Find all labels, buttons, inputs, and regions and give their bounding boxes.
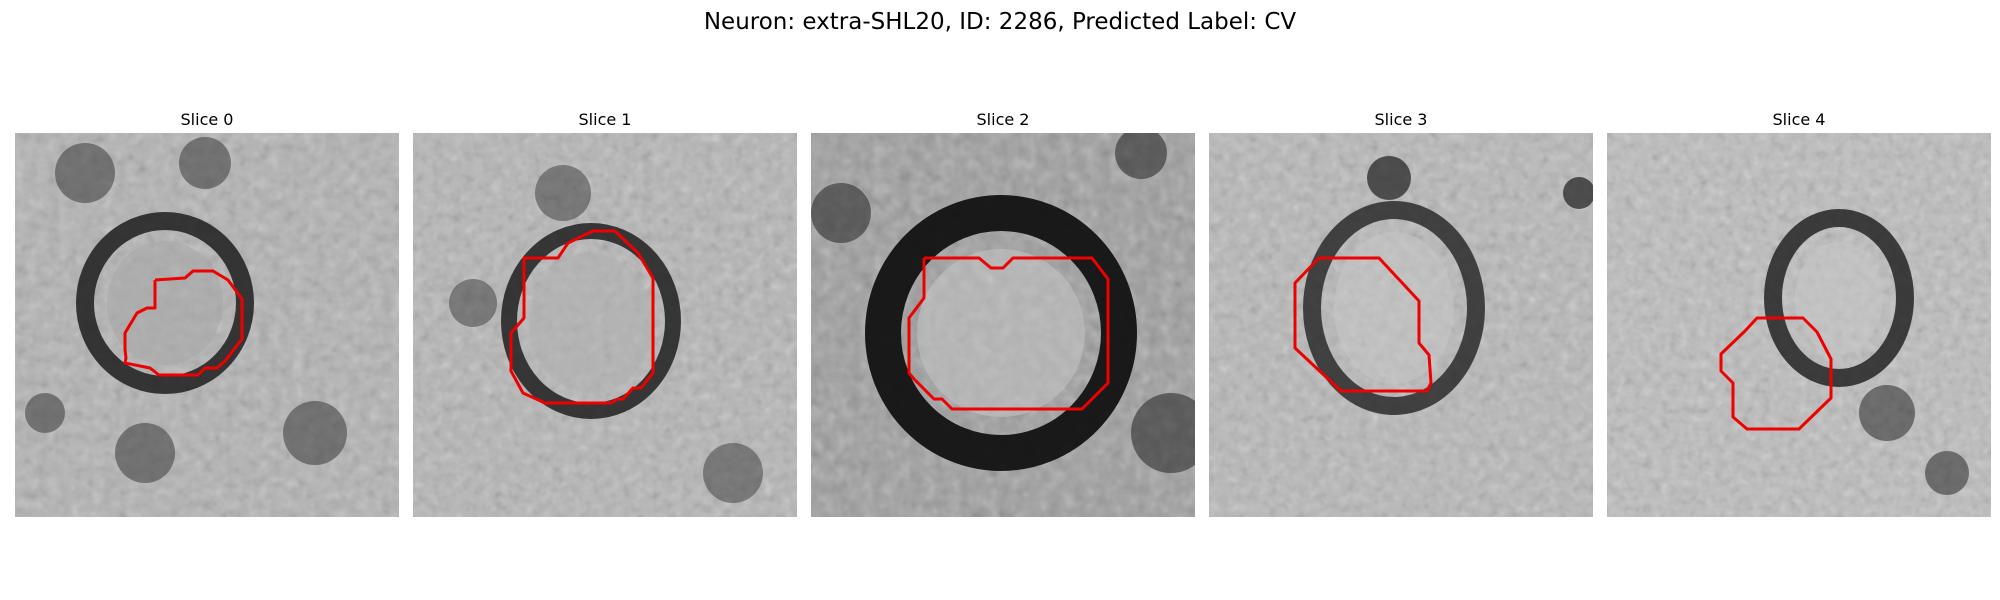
contour-outline: [907, 256, 1110, 411]
slice-panel: Slice 2: [811, 110, 1195, 517]
vesicle-membrane: [865, 195, 1137, 471]
contour-outline: [1719, 316, 1833, 431]
slice-panel: Slice 0: [15, 110, 399, 517]
slice-image: [1607, 133, 1991, 517]
vesicle-membrane: [1764, 209, 1914, 387]
contour-outline: [509, 229, 655, 405]
contour-outline: [123, 269, 244, 377]
slice-title: Slice 1: [578, 110, 632, 129]
slice-panel: Slice 1: [413, 110, 797, 517]
contour-outline: [1293, 256, 1433, 393]
slice-image: [413, 133, 797, 517]
vesicle-membrane: [76, 212, 254, 394]
slice-image: [1209, 133, 1593, 517]
slice-panel: Slice 3: [1209, 110, 1593, 517]
vesicle-membrane: [1303, 201, 1485, 415]
slice-title: Slice 3: [1374, 110, 1428, 129]
slice-title: Slice 0: [180, 110, 234, 129]
slice-title: Slice 4: [1772, 110, 1826, 129]
figure-title: Neuron: extra-SHL20, ID: 2286, Predicted…: [703, 9, 1297, 35]
slice-title: Slice 2: [976, 110, 1030, 129]
slice-image: [811, 133, 1195, 517]
slice-image: [15, 133, 399, 517]
slice-panel: Slice 4: [1607, 110, 1991, 517]
